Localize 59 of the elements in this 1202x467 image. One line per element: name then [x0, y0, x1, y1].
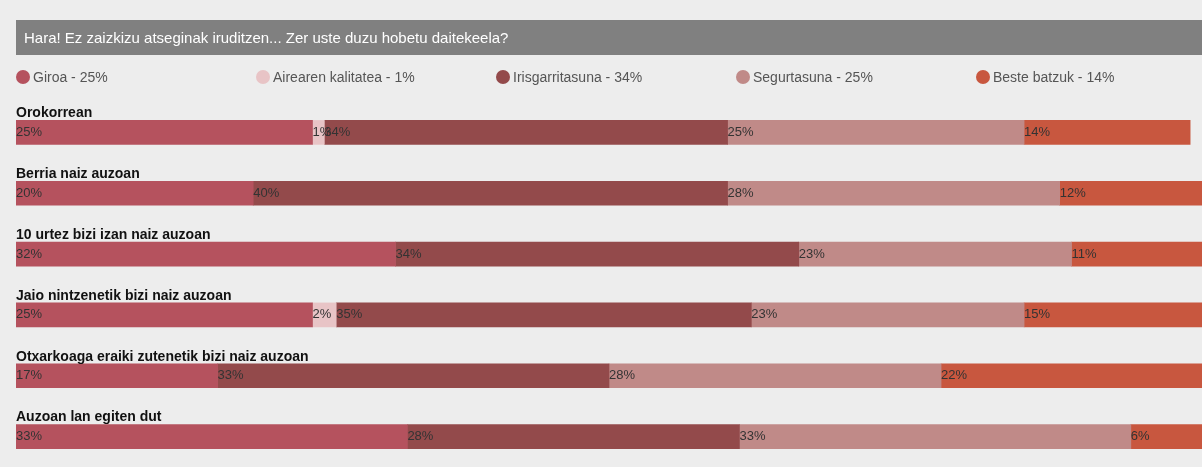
data-label: 28% — [727, 184, 755, 200]
data-label: 12% — [1059, 184, 1087, 200]
data-label: 14% — [1024, 123, 1051, 139]
data-label: 35% — [336, 306, 363, 322]
y-tick-label: Berria naiz auzoan — [16, 165, 140, 182]
bar — [407, 424, 740, 449]
data-label: 23% — [798, 245, 826, 261]
data-label: 2% — [312, 306, 332, 322]
bar — [608, 363, 942, 389]
bar — [217, 363, 610, 389]
legend-label: Irisgarritasuna - 34% — [513, 69, 643, 85]
bar — [16, 180, 254, 206]
data-label: 32% — [16, 245, 43, 261]
data-label: 33% — [739, 428, 766, 444]
legend-label: Beste batzuk - 14% — [993, 69, 1115, 85]
bar — [16, 120, 313, 145]
data-label: 22% — [941, 367, 968, 383]
bar — [16, 363, 218, 389]
bar — [1059, 180, 1202, 206]
data-label: 23% — [751, 306, 778, 322]
bar — [727, 120, 1025, 145]
legend-label: Giroa - 25% — [33, 69, 108, 85]
data-label: 25% — [16, 123, 43, 139]
bar — [727, 180, 1061, 206]
bar — [395, 241, 800, 267]
bar — [16, 302, 313, 328]
bar — [739, 424, 1132, 449]
data-label: 33% — [16, 428, 43, 444]
data-label: 15% — [1024, 306, 1051, 322]
legend-label: Segurtasuna - 25% — [753, 69, 873, 85]
bar — [252, 180, 728, 206]
y-tick-label: Otxarkoaga eraiki zutenetik bizi naiz auzoan — [16, 347, 309, 364]
bar — [1130, 424, 1202, 449]
y-tick-label: Jaio nintzenetik bizi naiz auzoan — [16, 286, 232, 303]
data-label: 25% — [16, 306, 43, 322]
data-label: 11% — [1071, 245, 1098, 261]
y-tick-label: Auzoan lan egiten dut — [16, 408, 162, 425]
data-label: 34% — [395, 245, 422, 261]
data-label: 17% — [16, 367, 43, 383]
bar — [335, 302, 752, 328]
bar — [1071, 241, 1202, 267]
bar — [750, 302, 1025, 328]
data-label: 25% — [727, 123, 755, 139]
data-label: 28% — [609, 367, 636, 383]
bar — [1023, 120, 1191, 145]
bar — [16, 424, 408, 449]
legend-label: Airearen kalitatea - 1% — [273, 69, 415, 85]
bar — [940, 363, 1202, 389]
bar — [798, 241, 1072, 267]
data-label: 20% — [16, 184, 43, 200]
bar — [1023, 302, 1202, 328]
data-label: 28% — [407, 428, 434, 444]
y-tick-label: Orokorrean — [16, 104, 93, 121]
chart-title: Hara! Ez zaizkizu atseginak iruditzen... Zer uste duzu hobetu daitekeela? — [16, 20, 1202, 55]
data-label: 40% — [253, 184, 280, 200]
y-tick-label: 10 urtez bizi izan naiz auzoan — [16, 225, 211, 242]
bar — [16, 241, 396, 267]
data-label: 6% — [1130, 428, 1151, 444]
data-label: 33% — [217, 367, 245, 383]
